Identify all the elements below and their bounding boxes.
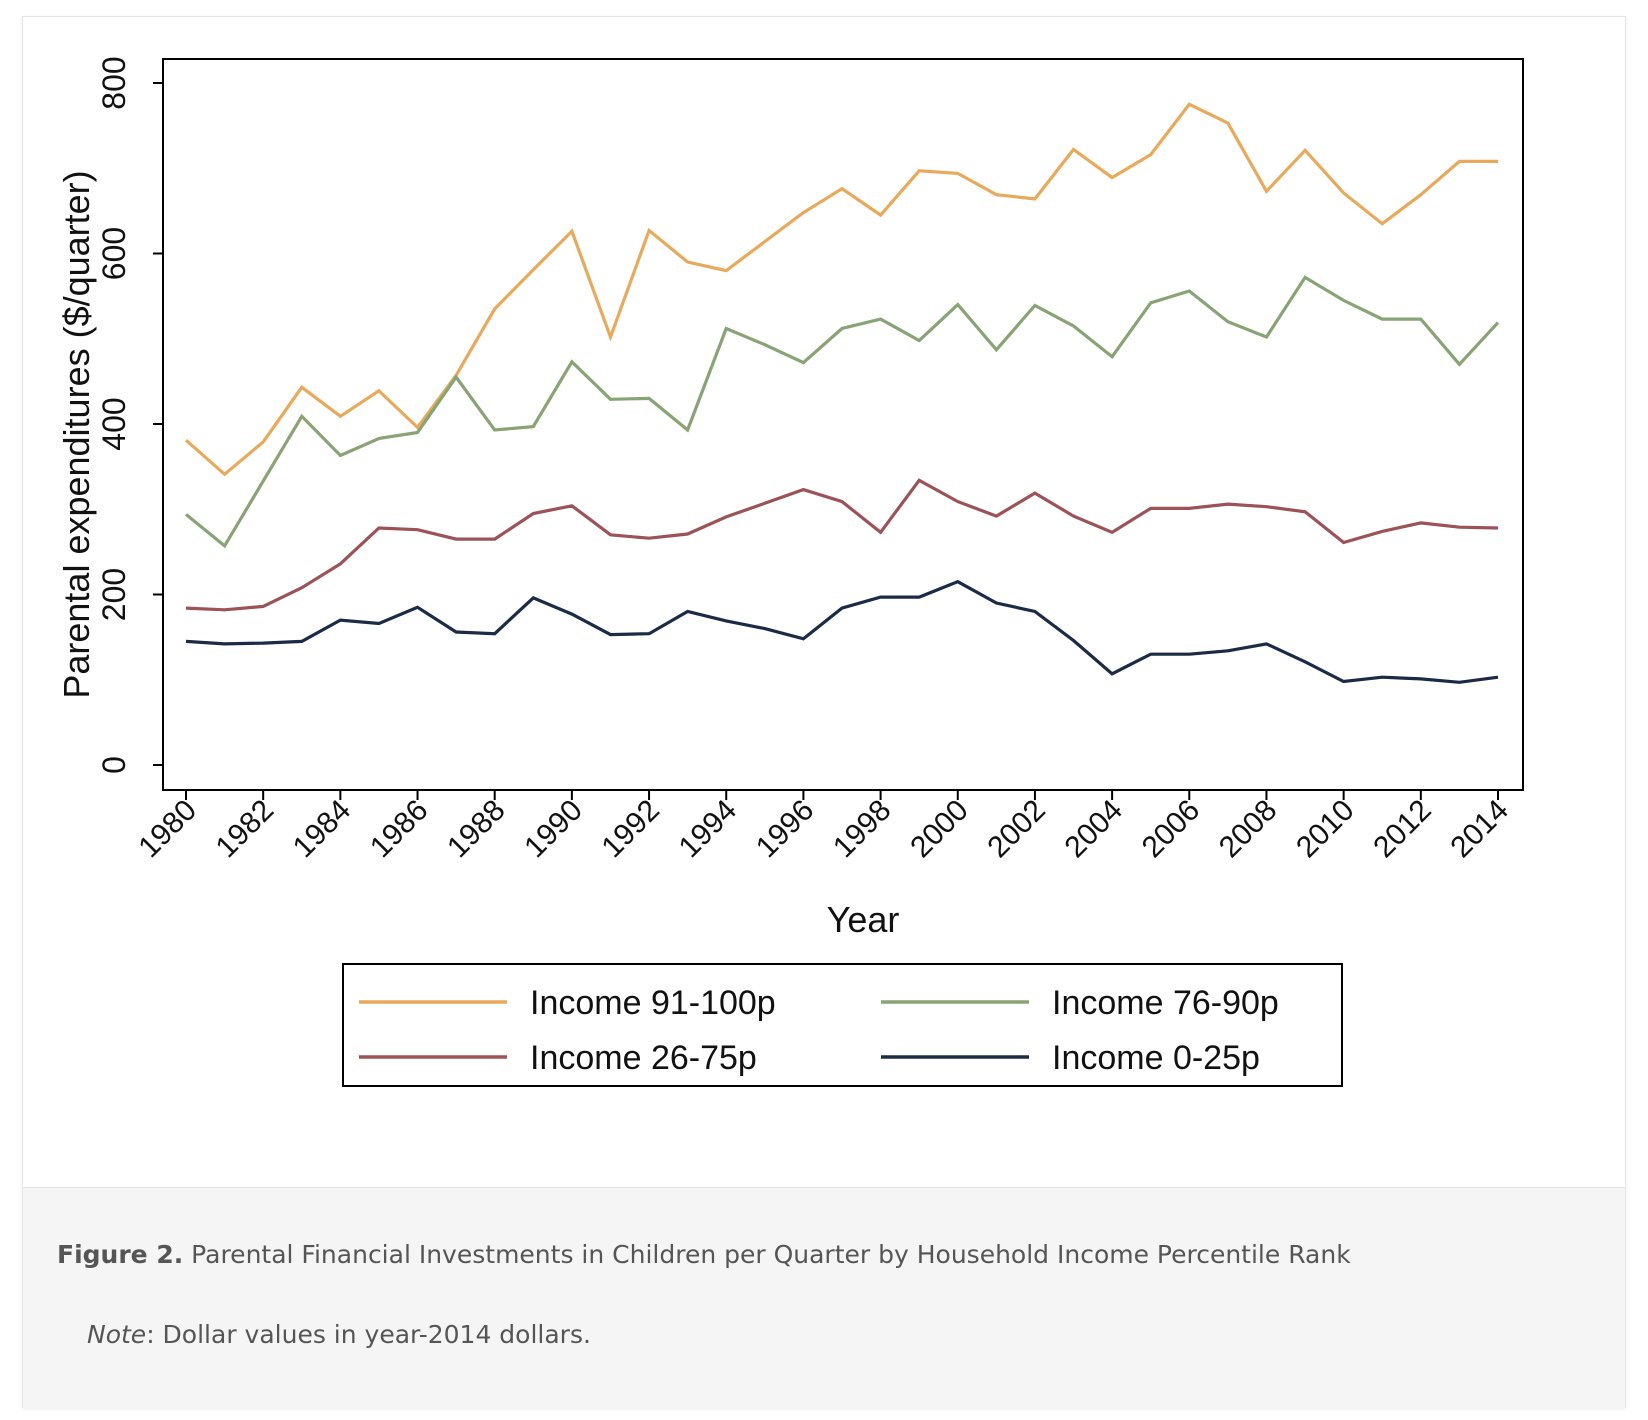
- x-axis-title: Year: [827, 899, 900, 940]
- y-tick-label-800: 800: [96, 56, 132, 109]
- x-tick-label-2010: 2010: [1290, 794, 1361, 865]
- x-tick-label-1994: 1994: [673, 794, 744, 865]
- x-tick-label-1984: 1984: [287, 794, 358, 865]
- x-tick-label-2006: 2006: [1136, 794, 1207, 865]
- x-tick-label-2012: 2012: [1367, 794, 1438, 865]
- x-tick-label-1992: 1992: [595, 794, 666, 865]
- y-axis-title: Parental expenditures ($/quarter): [56, 170, 97, 698]
- y-tick-label-600: 600: [96, 227, 132, 280]
- x-tick-label-2008: 2008: [1213, 794, 1284, 865]
- chart-area: 0 200 400 600 800 1980 1982 1984 1986 1988 1990 199…: [23, 17, 1627, 1187]
- y-tick-label-400: 400: [96, 397, 132, 450]
- x-tick-label-1988: 1988: [441, 794, 512, 865]
- x-tick-label-2004: 2004: [1059, 794, 1130, 865]
- series-line-2: [184, 275, 1500, 549]
- x-tick-label-1996: 1996: [750, 794, 821, 865]
- series-line-3: [185, 478, 1499, 612]
- legend-label-2: Income 76-90p: [1052, 984, 1279, 1022]
- legend-label-3: Income 26-75p: [530, 1039, 757, 1077]
- x-tick-label-1980: 1980: [132, 794, 203, 865]
- caption-area: Figure 2. Parental Financial Investments…: [23, 1187, 1625, 1408]
- x-tick-label-1998: 1998: [827, 794, 898, 865]
- figure-card: 0 200 400 600 800 1980 1982 1984 1986 1988 1990 199…: [22, 16, 1626, 1408]
- plot-frame: [162, 58, 1524, 791]
- note-text: : Dollar values in year-2014 dollars.: [146, 1320, 591, 1349]
- series-line-4: [185, 579, 1499, 684]
- x-tick-label-2014: 2014: [1444, 794, 1515, 865]
- note-label: Note: [87, 1320, 147, 1349]
- x-tick-label-2000: 2000: [904, 794, 975, 865]
- y-tick-label-0: 0: [96, 756, 132, 774]
- legend-box: [342, 963, 1343, 1087]
- x-tick-label-1986: 1986: [364, 794, 435, 865]
- x-tick-label-2002: 2002: [981, 794, 1052, 865]
- figure-label: Figure 2.: [57, 1240, 184, 1269]
- x-tick-label-1990: 1990: [518, 794, 589, 865]
- series-line-1: [184, 102, 1498, 477]
- legend-label-4: Income 0-25p: [1052, 1039, 1260, 1077]
- figure-note: Note: Dollar values in year-2014 dollars…: [87, 1320, 591, 1349]
- y-tick-label-200: 200: [96, 568, 132, 621]
- figure-caption: Figure 2. Parental Financial Investments…: [57, 1240, 1351, 1269]
- figure-caption-text: Parental Financial Investments in Childr…: [183, 1240, 1351, 1269]
- legend-label-1: Income 91-100p: [530, 984, 776, 1022]
- x-tick-label-1982: 1982: [210, 794, 281, 865]
